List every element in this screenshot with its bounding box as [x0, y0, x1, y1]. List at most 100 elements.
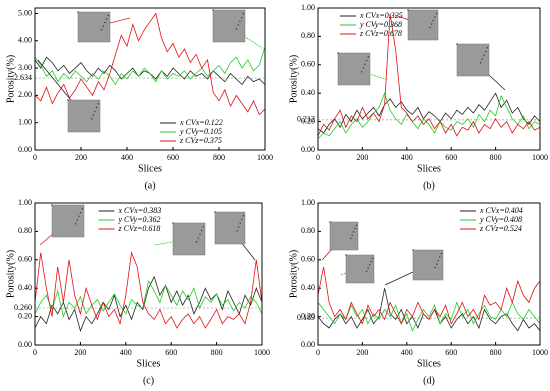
y-tick-label: 0.20 — [301, 116, 315, 125]
x-tick-label: 200 — [356, 348, 368, 357]
x-tick-label: 800 — [213, 153, 225, 162]
x-tick-label: 200 — [74, 348, 86, 357]
series-line — [317, 92, 541, 134]
thumbnail-speck — [337, 52, 339, 54]
legend-label: y CVy=0.105 — [179, 127, 222, 136]
thumbnail-speck — [76, 219, 78, 221]
x-tick-label: 800 — [211, 348, 223, 357]
y-tick-label: 0.60 — [18, 255, 32, 264]
thumbnail-speck — [412, 249, 414, 251]
y-tick-label: 0.60 — [301, 255, 315, 264]
legend-label: z CVz=0.524 — [479, 224, 522, 233]
x-tick-label: 800 — [490, 153, 502, 162]
y-tick-label: 0.40 — [18, 283, 32, 292]
thumbnail-speck — [240, 16, 243, 19]
reference-label: 0.212 — [297, 115, 315, 124]
x-axis-title: Slices — [137, 358, 161, 369]
thumbnail — [412, 249, 444, 281]
x-tick-label: 600 — [167, 153, 179, 162]
y-tick-label: 3.00 — [18, 63, 32, 72]
thumbnail-speck — [355, 224, 358, 226]
x-tick-label: 0 — [33, 348, 37, 357]
thumbnail-speck — [239, 222, 241, 224]
thumbnail-speck — [172, 222, 174, 224]
y-axis-title: Porosity(%) — [5, 55, 16, 103]
thumbnail-speck — [345, 254, 347, 256]
panel-label: (c) — [143, 375, 154, 386]
legend-label: x CVx=0.404 — [479, 206, 523, 215]
series-line — [317, 92, 541, 139]
thumbnail-speck — [237, 226, 240, 228]
y-tick-label: 0.00 — [18, 145, 32, 154]
thumbnail-arrow — [154, 238, 190, 246]
thumbnail-speck — [432, 19, 434, 22]
y-tick-label: 0.00 — [301, 145, 315, 154]
legend-label: y CVy=0.362 — [118, 215, 161, 224]
thumbnail-speck — [329, 221, 331, 223]
y-tick-label: 0.20 — [301, 311, 315, 320]
thumbnail — [77, 11, 111, 43]
y-tick-label: 0.00 — [301, 340, 315, 349]
thumbnail-speck — [242, 215, 245, 217]
y-tick-label: 5.00 — [18, 8, 32, 17]
thumbnail-speck — [239, 20, 241, 22]
thumbnail-speck — [364, 63, 366, 65]
x-tick-label: 1000 — [257, 153, 273, 162]
thumbnail — [456, 43, 490, 77]
thumbnail — [172, 222, 206, 256]
x-axis-title: Slices — [417, 163, 441, 174]
thumbnail-speck — [435, 12, 438, 15]
thumbnail-speck — [102, 25, 104, 27]
thumbnail-speck — [486, 47, 489, 49]
series-line — [34, 279, 263, 318]
thumbnail-speck — [212, 9, 214, 11]
thumbnail-speck — [97, 103, 100, 105]
y-axis-title: Porosity(%) — [288, 55, 299, 103]
reference-label: 0.260 — [14, 303, 32, 312]
y-tick-label: 1.00 — [18, 198, 32, 207]
thumbnail-speck — [430, 23, 433, 25]
panel-label: (b) — [423, 180, 435, 191]
x-tick-label: 200 — [75, 153, 87, 162]
x-tick-label: 0 — [316, 153, 320, 162]
thumbnail-speck — [440, 252, 443, 255]
thumbnail-speck — [367, 267, 369, 269]
series-line — [34, 46, 266, 86]
y-tick-label: 1.00 — [301, 198, 315, 207]
y-tick-label: 0.80 — [301, 31, 315, 40]
thumbnail — [67, 99, 101, 133]
thumbnail — [337, 52, 371, 86]
thumbnail-speck — [74, 223, 77, 225]
thumbnail-speck — [197, 237, 199, 239]
thumbnail-speck — [67, 99, 69, 101]
legend-label: z CVz=0.678 — [359, 29, 402, 38]
x-tick-label: 600 — [445, 348, 457, 357]
series-line — [317, 301, 541, 332]
plot-border — [34, 7, 266, 151]
thumbnail-speck — [483, 54, 485, 56]
y-tick-label: 4.00 — [18, 36, 32, 45]
thumbnail-speck — [214, 211, 216, 213]
thumbnail-speck — [370, 260, 372, 263]
thumbnail-speck — [371, 257, 374, 259]
x-tick-label: 200 — [356, 153, 368, 162]
thumbnail — [214, 211, 246, 245]
legend-label: z CVz=0.618 — [118, 224, 161, 233]
x-tick-label: 1000 — [532, 348, 548, 357]
legend-label: z CVz=0.375 — [179, 136, 222, 145]
y-tick-label: 0.80 — [301, 226, 315, 235]
legend-label: x CVx=0.383 — [118, 206, 162, 215]
thumbnail-speck — [236, 230, 238, 232]
thumbnail-speck — [349, 237, 352, 240]
y-tick-label: 1.00 — [301, 3, 315, 12]
x-tick-label: 400 — [401, 348, 413, 357]
y-tick-label: 0.40 — [301, 88, 315, 97]
plot-border — [34, 202, 263, 346]
series-line — [317, 13, 541, 137]
thumbnail-speck — [365, 59, 368, 62]
thumbnail-speck — [199, 233, 201, 235]
thumbnail-speck — [202, 226, 205, 228]
series-line — [34, 251, 263, 329]
y-tick-label: 2.00 — [18, 90, 32, 99]
